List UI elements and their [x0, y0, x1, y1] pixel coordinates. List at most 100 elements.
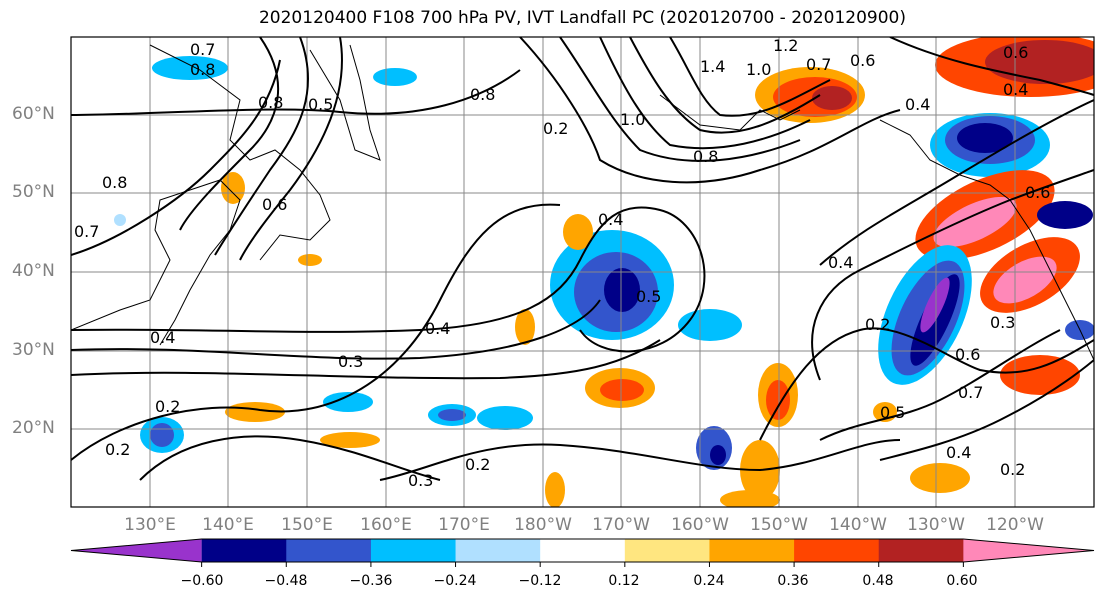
contour-label: 1.0: [746, 60, 771, 79]
colorbar-tick-label: −0.12: [518, 573, 562, 589]
pv-fill: [323, 392, 373, 412]
colorbar-segment: [286, 539, 372, 562]
lon-label: 160°E: [360, 515, 412, 535]
colorbar-segments: [201, 539, 964, 562]
lon-label: 140°W: [829, 515, 887, 535]
contour-label: 0.8: [693, 147, 718, 166]
pv-fill: [221, 172, 245, 204]
colorbar-segment: [624, 539, 710, 562]
contour-label: 0.7: [806, 55, 831, 74]
contour-label: 0.6: [955, 345, 980, 364]
coastline: [149, 44, 331, 261]
pv-fill: [933, 196, 1017, 248]
pv-contour: [819, 329, 1061, 441]
pv-contour: [819, 99, 1094, 266]
pv-fill: [604, 268, 640, 312]
lon-label: 120°W: [986, 515, 1044, 535]
contour-label: 0.6: [262, 195, 287, 214]
pv-fill: [320, 432, 380, 448]
pv-fill: [720, 490, 780, 507]
pv-contour: [519, 37, 901, 184]
pv-fill: [600, 379, 644, 401]
contour-label: 0.4: [1003, 80, 1028, 99]
colorbar: [70, 538, 1095, 567]
pv-contour: [599, 37, 811, 150]
pv-contour: [759, 327, 1094, 441]
colorbar-segment: [878, 539, 964, 562]
contour-label: 0.5: [636, 287, 661, 306]
pv-contour: [889, 37, 1094, 96]
pv-fill: [114, 214, 126, 226]
map-title: 2020120400 F108 700 hPa PV, IVT Landfall…: [258, 8, 906, 28]
pv-contour: [559, 37, 801, 162]
contour-label: 0.2: [155, 397, 180, 416]
contour-label: 0.3: [408, 471, 433, 490]
contour-label: 0.8: [258, 93, 283, 112]
contour-label: 0.7: [958, 383, 983, 402]
colorbar-tick-label: −0.48: [264, 573, 308, 589]
lon-label: 150°W: [750, 515, 808, 535]
pv-fill: [515, 309, 535, 345]
pv-fill: [545, 472, 565, 507]
pv-fill: [678, 309, 742, 341]
pv-fill: [563, 214, 593, 250]
contour-label: 0.2: [1000, 460, 1025, 479]
coastline: [309, 44, 381, 161]
pv-fill: [920, 277, 950, 333]
lon-label: 180°W: [514, 515, 572, 535]
contour-label: 1.2: [773, 36, 798, 55]
contour-label: 0.6: [1003, 43, 1028, 62]
colorbar-tick-label: −0.36: [349, 573, 393, 589]
pv-fill: [438, 409, 466, 421]
contour-label: 0.2: [543, 119, 568, 138]
contour-label: 0.7: [74, 222, 99, 241]
contour-labels: 0.7 0.8 0.8 0.5 0.6 0.8 0.7 0.2 0.4 0.3 …: [74, 36, 1050, 490]
pv-contour: [71, 339, 661, 380]
colorbar-segment: [201, 539, 287, 562]
lon-label: 160°W: [671, 515, 729, 535]
pv-fill: [985, 40, 1094, 84]
contour-label: 0.4: [150, 328, 175, 347]
pv-contour: [629, 37, 821, 134]
lat-label-50n: 50°N: [12, 182, 55, 202]
colorbar-segment: [370, 539, 457, 562]
pv-contour: [214, 37, 309, 256]
colorbar-tick-label: 0.60: [946, 573, 978, 589]
pv-contour: [139, 435, 441, 481]
contour-label: 0.8: [470, 85, 495, 104]
colorbar-segment: [794, 539, 880, 562]
contour-label: 0.3: [990, 313, 1015, 332]
pv-contour: [71, 206, 706, 353]
pv-contour: [71, 69, 521, 116]
colorbar-tick-label: 0.36: [777, 573, 809, 589]
pv-contour: [71, 299, 601, 360]
colorbar-tick-label: −0.60: [180, 573, 224, 589]
pv-fill: [812, 86, 852, 110]
contour-label: 0.2: [465, 455, 490, 474]
pv-fill: [298, 254, 322, 266]
pv-fill: [1000, 355, 1080, 395]
colorbar-tick-label: 0.24: [693, 573, 725, 589]
contour-label: 0.7: [190, 40, 215, 59]
pv-fill: [150, 423, 174, 447]
lon-label: 150°E: [281, 515, 333, 535]
lon-label: 140°E: [202, 515, 254, 535]
contour-label: 1.0: [620, 110, 645, 129]
pv-contour: [71, 203, 561, 461]
pv-fill: [477, 406, 533, 430]
colorbar-tick-label: −0.24: [433, 573, 477, 589]
contour-label: 0.2: [105, 440, 130, 459]
contour-label: 0.4: [828, 253, 853, 272]
pv-fill: [373, 68, 417, 86]
pv-contour: [669, 37, 831, 117]
contour-label: 0.2: [865, 315, 890, 334]
pv-fill: [910, 463, 970, 493]
contour-label: 0.6: [1025, 183, 1050, 202]
colorbar-segment: [540, 539, 626, 562]
pv-contour: [379, 439, 901, 481]
contour-label: 0.4: [598, 210, 623, 229]
contour-label: 0.4: [946, 443, 971, 462]
colorbar-tick-label: 0.48: [862, 573, 894, 589]
lon-label: 130°E: [124, 515, 176, 535]
